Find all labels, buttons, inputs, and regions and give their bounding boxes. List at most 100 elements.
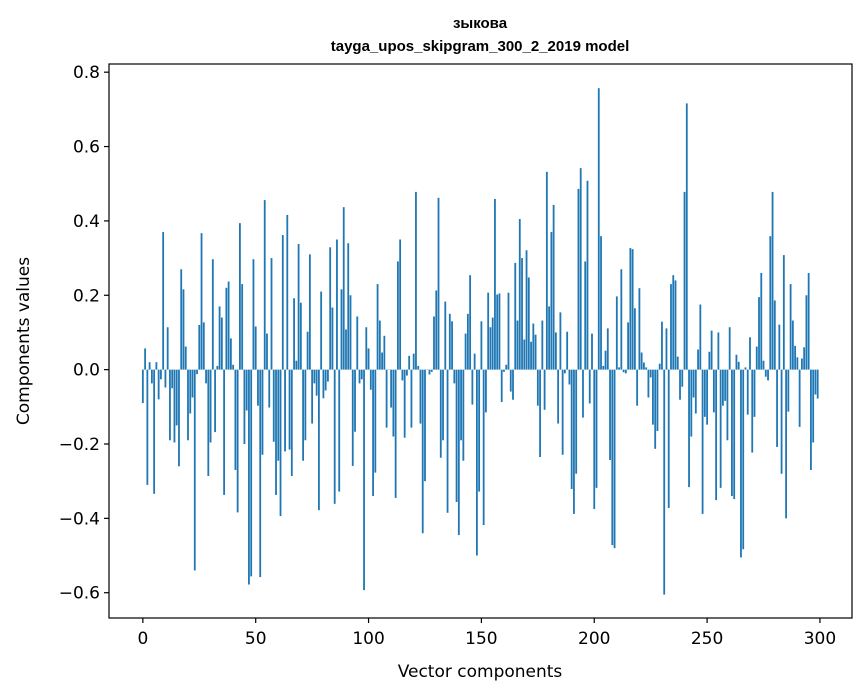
bar-223 (645, 367, 647, 369)
bar-64 (286, 215, 288, 370)
bar-74 (309, 254, 311, 369)
x-tick-label: 200 (578, 629, 610, 649)
x-tick-label: 100 (352, 629, 384, 649)
bar-286 (787, 370, 789, 412)
bar-279 (772, 192, 774, 370)
bar-127 (429, 370, 431, 375)
bar-17 (180, 269, 182, 369)
bar-289 (794, 346, 796, 370)
bar-62 (282, 235, 284, 370)
bar-240 (684, 192, 686, 370)
bar-278 (769, 236, 771, 369)
bar-182 (553, 205, 555, 370)
bar-82 (327, 370, 329, 382)
bar-69 (298, 244, 300, 370)
bar-154 (490, 327, 492, 369)
bar-163 (510, 370, 512, 392)
bar-205 (605, 351, 607, 370)
bar-268 (747, 370, 749, 415)
bar-89 (343, 207, 345, 369)
bar-191 (573, 370, 575, 514)
bar-170 (526, 250, 528, 369)
bar-277 (767, 370, 769, 381)
bar-244 (693, 370, 695, 398)
bar-159 (501, 370, 503, 402)
bar-178 (544, 370, 546, 410)
bar-110 (390, 370, 392, 408)
bar-229 (659, 364, 661, 370)
bar-63 (284, 370, 286, 452)
bar-137 (451, 321, 453, 369)
x-tick-label: 250 (691, 629, 723, 649)
bar-136 (449, 314, 451, 370)
bar-176 (539, 370, 541, 457)
bar-189 (569, 370, 571, 385)
bar-151 (483, 370, 485, 525)
bar-21 (189, 370, 191, 414)
bar-73 (307, 332, 309, 370)
bar-10 (165, 370, 167, 388)
bar-184 (557, 370, 559, 424)
bar-252 (711, 331, 713, 370)
bar-227 (654, 370, 656, 449)
bar-248 (702, 370, 704, 514)
bar-235 (672, 275, 674, 369)
bar-295 (808, 273, 810, 370)
bar-119 (411, 370, 413, 428)
bar-102 (372, 370, 374, 496)
bar-210 (616, 296, 618, 369)
bar-55 (266, 334, 268, 370)
bar-54 (264, 200, 266, 370)
x-tick-label: 150 (465, 629, 497, 649)
bar-294 (806, 295, 808, 369)
bar-80 (323, 370, 325, 399)
bar-164 (512, 370, 514, 400)
bar-65 (289, 370, 291, 450)
bar-261 (731, 370, 733, 496)
bar-266 (742, 370, 744, 550)
bar-115 (402, 370, 404, 381)
bar-101 (370, 370, 372, 390)
bar-44 (241, 284, 243, 370)
bar-14 (174, 370, 176, 443)
bar-239 (681, 370, 683, 387)
bar-246 (697, 350, 699, 370)
bar-31 (212, 259, 214, 369)
bar-192 (575, 370, 577, 474)
bar-253 (713, 370, 715, 413)
bar-8 (160, 370, 162, 380)
bar-94 (354, 370, 356, 432)
y-tick-label: −0.4 (59, 509, 100, 529)
bar-215 (627, 322, 629, 369)
y-axis-ticks: −0.6−0.4−0.20.00.20.40.60.8 (59, 63, 109, 604)
bar-117 (406, 370, 408, 376)
bar-217 (632, 249, 634, 369)
bar-48 (250, 370, 252, 577)
bar-128 (431, 370, 433, 372)
bar-167 (519, 219, 521, 370)
bar-200 (593, 370, 595, 509)
bar-255 (717, 332, 719, 369)
bar-256 (720, 370, 722, 488)
bar-249 (704, 370, 706, 417)
x-tick-label: 300 (804, 629, 836, 649)
bar-75 (311, 370, 313, 424)
bar-161 (505, 365, 507, 370)
bar-173 (532, 324, 534, 370)
bar-33 (216, 366, 218, 370)
bar-175 (537, 370, 539, 406)
bar-172 (530, 342, 532, 370)
bar-66 (291, 370, 293, 476)
bar-160 (503, 370, 505, 372)
bar-299 (817, 370, 819, 399)
bar-56 (268, 370, 270, 408)
bar-90 (345, 329, 347, 369)
bar-230 (661, 322, 663, 370)
y-tick-label: −0.2 (59, 435, 100, 455)
bar-88 (341, 289, 343, 369)
bar-293 (803, 347, 805, 369)
bar-247 (699, 305, 701, 370)
bar-263 (736, 355, 738, 370)
bar-39 (230, 338, 232, 369)
